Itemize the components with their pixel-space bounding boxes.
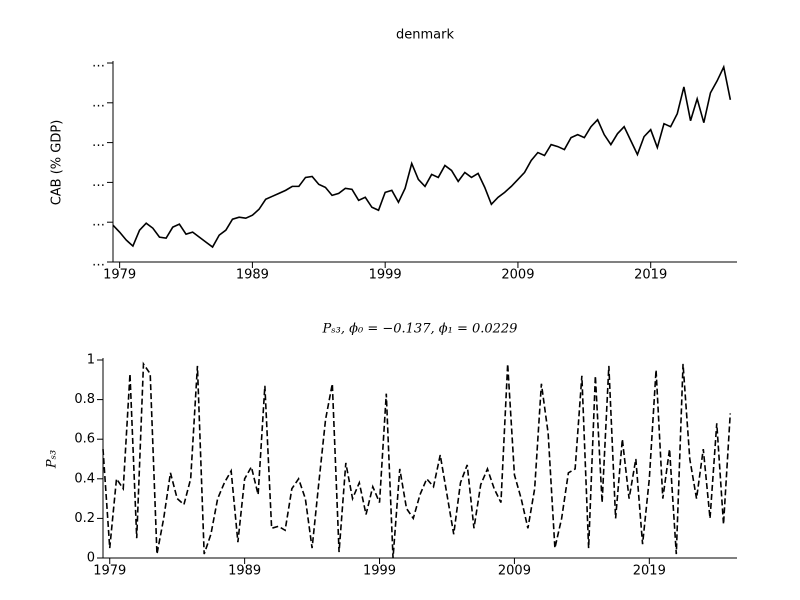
x-tick-label: 1979 [103, 268, 136, 283]
y-tick-label: 0.8 [74, 392, 95, 407]
y-tick-label: … [92, 215, 105, 230]
x-tick-label: 1999 [369, 268, 402, 283]
y-axis-label: Pₛ₃ [45, 450, 60, 469]
y-tick-label: … [92, 95, 105, 110]
x-tick-label: 2019 [634, 268, 667, 283]
y-tick-label: 0 [87, 551, 95, 566]
y-tick-label: 1 [87, 353, 95, 368]
y-axis-label: CAB (% GDP) [50, 120, 65, 206]
y-tick-label: … [92, 175, 105, 190]
y-tick-label: … [92, 56, 105, 71]
chart-title: denmark [396, 28, 454, 43]
x-tick-label: 1989 [236, 268, 269, 283]
x-tick-label: 1989 [228, 564, 261, 579]
x-tick-label: 2009 [501, 268, 534, 283]
x-tick-label: 1979 [93, 564, 126, 579]
x-tick-label: 2009 [498, 564, 531, 579]
y-tick-label: … [92, 255, 105, 270]
y-tick-label: 0.4 [74, 471, 95, 486]
y-tick-label: 0.6 [74, 432, 95, 447]
y-tick-label: … [92, 135, 105, 150]
y-tick-label: 0.2 [74, 511, 95, 526]
x-tick-label: 1999 [363, 564, 396, 579]
chart-title: Pₛ₃, ϕ₀ = −0.137, ϕ₁ = 0.0229 [322, 322, 518, 337]
data-line [112, 64, 732, 249]
x-tick-label: 2019 [633, 564, 666, 579]
data-line [102, 361, 732, 559]
